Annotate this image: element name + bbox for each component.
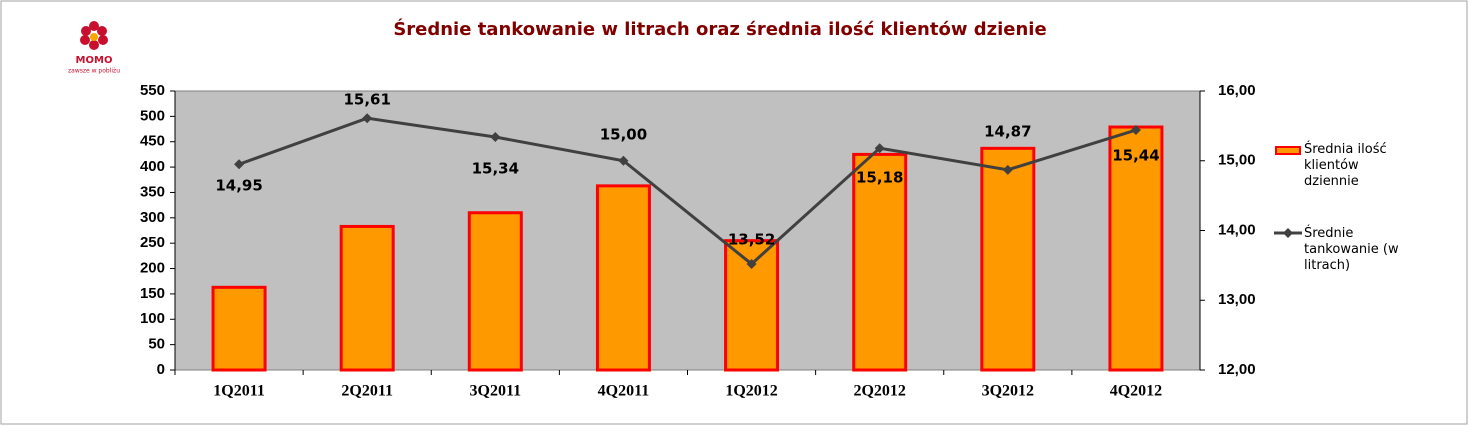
x-tick-label: 2Q2011 bbox=[341, 383, 393, 400]
marker bbox=[1130, 125, 1141, 136]
x-tick-label: 3Q2011 bbox=[470, 383, 522, 400]
logo bbox=[80, 21, 108, 50]
x-tick-label: 2Q2012 bbox=[853, 383, 905, 400]
data-label: 15,61 bbox=[343, 91, 390, 109]
data-label: 15,00 bbox=[600, 125, 647, 143]
y-tick-label: 200 bbox=[140, 260, 165, 277]
legend-label: Średnia ilość klientów dziennie bbox=[1304, 142, 1387, 189]
marker bbox=[874, 143, 885, 154]
y-tick-label: 150 bbox=[140, 285, 165, 302]
y2-tick-label: 15,00 bbox=[1218, 152, 1256, 169]
line bbox=[238, 116, 1137, 266]
data-label: 15,34 bbox=[472, 160, 519, 178]
data-label: 15,18 bbox=[856, 169, 903, 187]
y2-tick-label: 13,00 bbox=[1218, 291, 1256, 308]
marker bbox=[1002, 164, 1013, 175]
y2-tick-label: 12,00 bbox=[1218, 361, 1256, 378]
bar bbox=[852, 152, 908, 372]
data-label: 13,52 bbox=[728, 230, 775, 248]
bar bbox=[467, 211, 523, 372]
bar bbox=[211, 285, 267, 372]
y-tick-label: 250 bbox=[140, 234, 165, 251]
logo-tagline: zawsze w pobliżu bbox=[68, 68, 120, 75]
bar bbox=[339, 224, 395, 372]
logo-text: MOMO bbox=[76, 55, 113, 66]
x-tick-label: 3Q2012 bbox=[982, 383, 1034, 400]
data-label: 14,87 bbox=[984, 122, 1031, 140]
y-tick-label: 350 bbox=[140, 183, 165, 200]
y-tick-label: 500 bbox=[140, 107, 165, 124]
marker bbox=[490, 132, 501, 143]
y2-tick-label: 14,00 bbox=[1218, 221, 1256, 238]
y2-tick-label: 16,00 bbox=[1218, 82, 1256, 99]
y-tick-label: 300 bbox=[140, 209, 165, 226]
x-tick-label: 4Q2012 bbox=[1110, 383, 1162, 400]
marker bbox=[746, 258, 757, 269]
bar bbox=[980, 146, 1036, 372]
legend-key bbox=[1283, 228, 1293, 238]
y-tick-label: 0 bbox=[157, 361, 165, 378]
y-tick-label: 100 bbox=[140, 310, 165, 327]
chart-title: Średnie tankowanie w litrach oraz średni… bbox=[393, 18, 1046, 40]
x-tick-label: 4Q2011 bbox=[598, 383, 650, 400]
y-tick-label: 50 bbox=[148, 336, 165, 353]
y-tick-label: 400 bbox=[140, 158, 165, 175]
marker bbox=[618, 155, 629, 166]
data-label: 14,95 bbox=[215, 177, 262, 195]
marker bbox=[234, 159, 245, 170]
legend-key bbox=[1275, 146, 1301, 155]
legend-label: Średnie tankowanie (w litrach) bbox=[1304, 226, 1399, 273]
data-label: 15,44 bbox=[1112, 147, 1159, 165]
y-tick-label: 550 bbox=[140, 82, 165, 99]
bar bbox=[595, 184, 651, 372]
marker bbox=[362, 113, 373, 124]
x-tick-label: 1Q2011 bbox=[213, 383, 265, 400]
y-tick-label: 450 bbox=[140, 133, 165, 150]
x-tick-label: 1Q2012 bbox=[725, 383, 777, 400]
